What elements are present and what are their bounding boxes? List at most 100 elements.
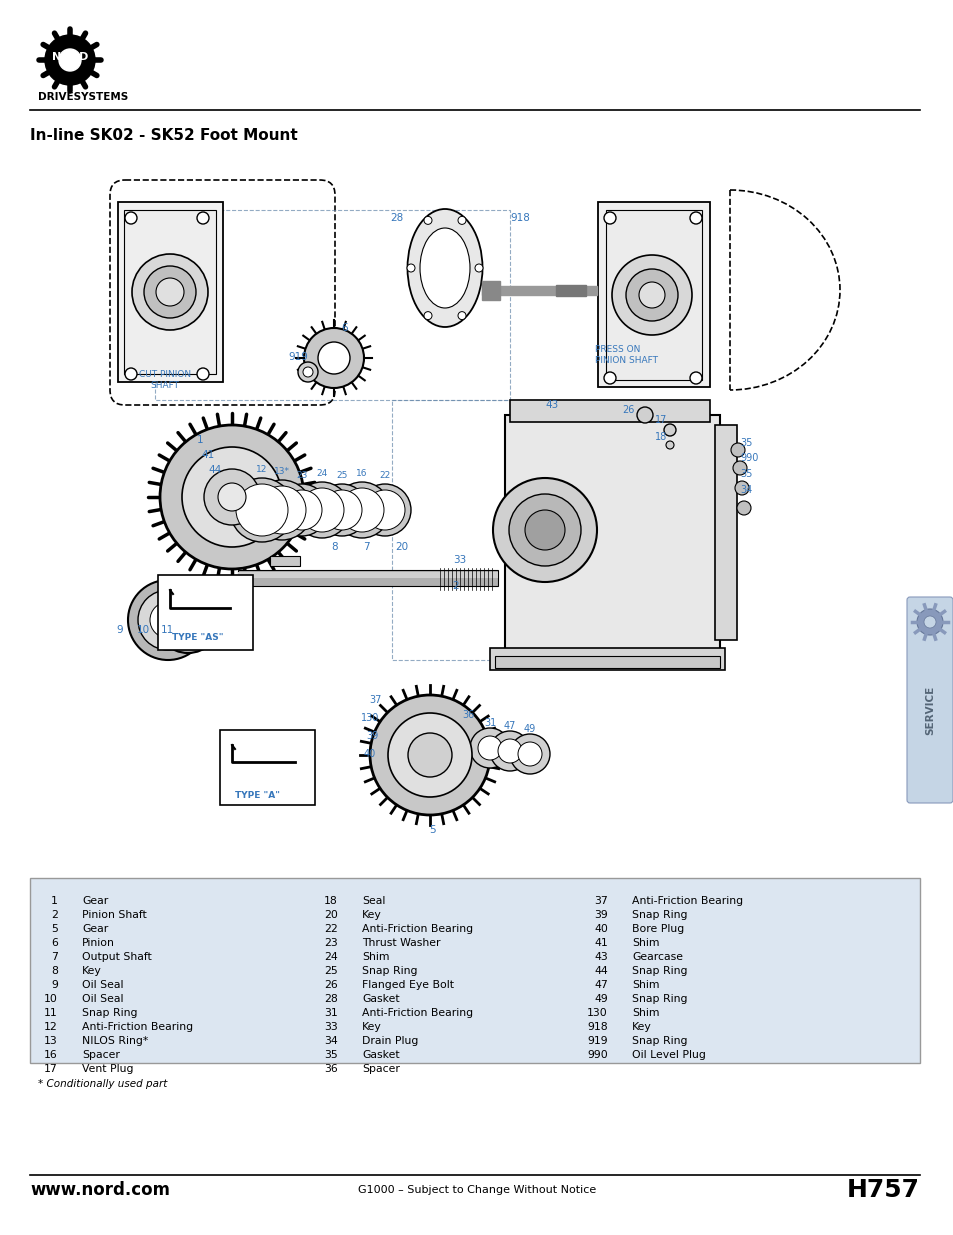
Circle shape bbox=[303, 367, 313, 377]
Text: 18: 18 bbox=[654, 432, 666, 442]
Text: 1: 1 bbox=[196, 435, 203, 445]
Text: 34: 34 bbox=[740, 485, 752, 495]
Circle shape bbox=[132, 254, 208, 330]
Text: 17: 17 bbox=[44, 1065, 58, 1074]
Text: Gear: Gear bbox=[82, 924, 108, 934]
Text: SERVICE: SERVICE bbox=[924, 685, 934, 735]
Circle shape bbox=[475, 264, 482, 272]
Circle shape bbox=[603, 372, 616, 384]
Circle shape bbox=[45, 35, 95, 85]
Circle shape bbox=[923, 616, 935, 629]
Bar bbox=[481, 282, 499, 300]
Text: 5: 5 bbox=[51, 924, 58, 934]
Text: Bore Plug: Bore Plug bbox=[631, 924, 683, 934]
Text: 36: 36 bbox=[324, 1065, 337, 1074]
Bar bbox=[158, 576, 253, 650]
Text: 23: 23 bbox=[296, 472, 308, 480]
Bar bbox=[598, 203, 709, 387]
Text: 9: 9 bbox=[116, 625, 123, 635]
Text: 31: 31 bbox=[324, 1008, 337, 1018]
Text: 130: 130 bbox=[587, 1008, 607, 1018]
Text: TYPE "AS": TYPE "AS" bbox=[172, 634, 223, 642]
Bar bbox=[481, 287, 597, 295]
Text: Oil Level Plug: Oil Level Plug bbox=[631, 1050, 705, 1060]
Text: 130: 130 bbox=[360, 713, 378, 722]
Text: 11: 11 bbox=[161, 625, 173, 635]
Circle shape bbox=[625, 269, 678, 321]
Circle shape bbox=[177, 609, 199, 631]
Text: 918: 918 bbox=[587, 1023, 607, 1032]
Text: 20: 20 bbox=[395, 542, 408, 552]
Text: Spacer: Spacer bbox=[82, 1050, 120, 1060]
Text: 10: 10 bbox=[44, 994, 58, 1004]
Ellipse shape bbox=[419, 228, 470, 308]
Text: 23: 23 bbox=[324, 939, 337, 948]
Text: Spacer: Spacer bbox=[361, 1065, 399, 1074]
Text: 13*: 13* bbox=[274, 468, 290, 477]
Text: 47: 47 bbox=[594, 981, 607, 990]
Text: 7: 7 bbox=[362, 542, 369, 552]
Circle shape bbox=[218, 483, 246, 511]
Text: 40: 40 bbox=[594, 924, 607, 934]
Text: 28: 28 bbox=[324, 994, 337, 1004]
Circle shape bbox=[370, 695, 490, 815]
Text: 5: 5 bbox=[429, 825, 436, 835]
Circle shape bbox=[317, 342, 350, 374]
Text: 9: 9 bbox=[51, 981, 58, 990]
Text: Anti-Friction Bearing: Anti-Friction Bearing bbox=[361, 924, 473, 934]
Text: 1: 1 bbox=[51, 897, 58, 906]
Text: NORD: NORD bbox=[51, 52, 88, 62]
Text: Snap Ring: Snap Ring bbox=[631, 966, 687, 976]
Circle shape bbox=[144, 266, 195, 317]
Text: 37: 37 bbox=[370, 695, 382, 705]
Text: Shim: Shim bbox=[631, 1008, 659, 1018]
Circle shape bbox=[407, 264, 415, 272]
Text: 13: 13 bbox=[44, 1036, 58, 1046]
Text: 8: 8 bbox=[332, 542, 338, 552]
Text: 22: 22 bbox=[324, 924, 337, 934]
Text: 39: 39 bbox=[366, 731, 377, 741]
Circle shape bbox=[160, 425, 304, 569]
Circle shape bbox=[315, 484, 368, 536]
Text: CUT PINION
SHAFT: CUT PINION SHAFT bbox=[139, 370, 191, 390]
Text: 918: 918 bbox=[510, 212, 529, 224]
Text: Flanged Eye Bolt: Flanged Eye Bolt bbox=[361, 981, 454, 990]
Circle shape bbox=[457, 311, 465, 320]
Circle shape bbox=[490, 731, 530, 771]
Text: Pinion: Pinion bbox=[82, 939, 114, 948]
Bar bbox=[118, 203, 223, 382]
Text: Shim: Shim bbox=[361, 952, 389, 962]
Text: 28: 28 bbox=[390, 212, 403, 224]
Text: 17: 17 bbox=[654, 415, 666, 425]
Circle shape bbox=[730, 443, 744, 457]
Circle shape bbox=[388, 713, 472, 797]
Circle shape bbox=[322, 490, 361, 530]
Text: Drain Plug: Drain Plug bbox=[361, 1036, 418, 1046]
Circle shape bbox=[339, 488, 384, 532]
Text: Key: Key bbox=[82, 966, 102, 976]
Circle shape bbox=[204, 469, 260, 525]
Bar bbox=[220, 730, 314, 805]
Circle shape bbox=[689, 212, 701, 224]
Circle shape bbox=[689, 372, 701, 384]
Circle shape bbox=[200, 615, 210, 625]
Circle shape bbox=[732, 461, 746, 475]
Text: Snap Ring: Snap Ring bbox=[82, 1008, 137, 1018]
Text: 990: 990 bbox=[587, 1050, 607, 1060]
Text: Anti-Friction Bearing: Anti-Friction Bearing bbox=[361, 1008, 473, 1018]
Circle shape bbox=[408, 734, 452, 777]
Text: 26: 26 bbox=[622, 405, 635, 415]
Circle shape bbox=[639, 282, 664, 308]
Text: Snap Ring: Snap Ring bbox=[631, 994, 687, 1004]
Text: 16: 16 bbox=[44, 1050, 58, 1060]
Circle shape bbox=[734, 480, 748, 495]
Text: 24: 24 bbox=[324, 952, 337, 962]
Text: 49: 49 bbox=[594, 994, 607, 1004]
Text: G1000 – Subject to Change Without Notice: G1000 – Subject to Change Without Notice bbox=[357, 1186, 596, 1195]
Text: 10: 10 bbox=[136, 625, 150, 635]
Text: 43: 43 bbox=[545, 400, 558, 410]
Text: 11: 11 bbox=[44, 1008, 58, 1018]
Text: Gearcase: Gearcase bbox=[631, 952, 682, 962]
Circle shape bbox=[297, 362, 317, 382]
Circle shape bbox=[423, 311, 432, 320]
